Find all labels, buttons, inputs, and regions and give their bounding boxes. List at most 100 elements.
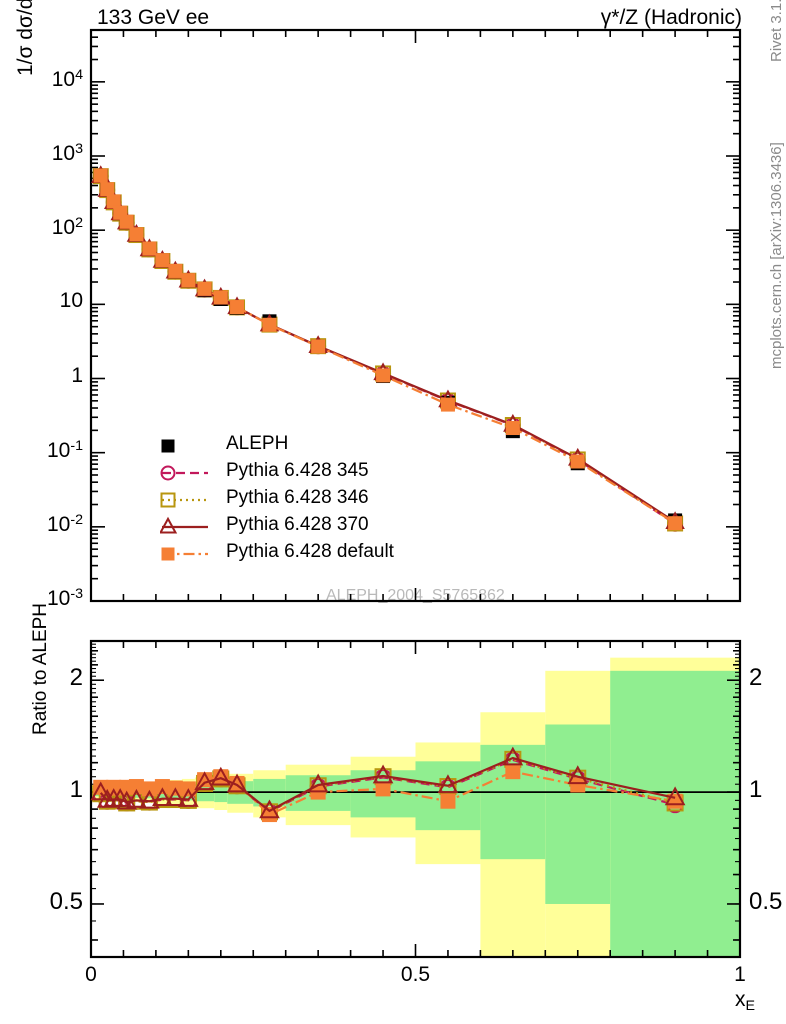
xaxis-label: xE <box>735 988 756 1014</box>
marker-filled-square <box>106 194 121 209</box>
marker-filled-square <box>311 339 326 354</box>
marker-open-triangle <box>567 765 589 785</box>
marker-open-triangle <box>103 191 124 210</box>
marker-filled-square <box>667 793 683 809</box>
marker-open-triangle <box>503 413 523 432</box>
marker-filled-square <box>570 456 585 471</box>
marker-open-square <box>504 417 521 434</box>
marker-filled-square <box>668 513 683 528</box>
legend-label: Pythia 6.428 345 <box>226 460 369 481</box>
band-outer <box>142 781 156 803</box>
marker-open-triangle <box>90 165 111 184</box>
marker-open-square <box>569 451 586 468</box>
marker-open-square <box>98 792 116 810</box>
marker-filled-square <box>93 168 108 183</box>
marker-open-square <box>179 791 197 809</box>
marker-open-square <box>112 205 129 222</box>
ratio-ytick-marks <box>91 643 740 941</box>
band-inner <box>142 786 156 799</box>
marker-open-triangle <box>502 746 524 766</box>
marker-filled-square <box>161 439 175 453</box>
marker-open-square <box>141 241 158 258</box>
marker-filled-square <box>154 779 170 795</box>
marker-open-circle <box>229 299 246 316</box>
band-outer <box>610 657 740 957</box>
marker-open-triangle <box>307 773 329 793</box>
ratio-ytick-left-2: 0.5 <box>49 887 83 915</box>
marker-open-circle <box>111 791 129 809</box>
marker-open-triangle <box>373 362 393 381</box>
band-inner <box>168 784 182 800</box>
band-outer <box>123 783 130 802</box>
marker-open-square <box>153 791 171 809</box>
marker-open-square <box>127 792 145 810</box>
marker-filled-square <box>213 769 229 785</box>
band-outer <box>350 756 416 838</box>
marker-filled-square <box>213 292 228 307</box>
marker-filled-square <box>106 779 122 795</box>
marker-open-circle <box>180 272 197 289</box>
marker-open-circle <box>375 365 392 382</box>
marker-open-triangle <box>139 238 160 257</box>
marker-filled-square <box>570 777 586 793</box>
band-outer <box>253 770 286 818</box>
marker-open-circle <box>127 792 145 810</box>
marker-open-circle <box>196 281 213 298</box>
marker-open-triangle <box>160 516 178 534</box>
marker-open-square <box>212 770 230 788</box>
marker-open-square <box>309 777 327 795</box>
marker-open-triangle <box>96 788 118 808</box>
band-outer <box>545 670 611 957</box>
marker-open-square <box>166 791 184 809</box>
marker-open-circle <box>112 205 129 222</box>
marker-open-circle <box>179 791 197 809</box>
marker-filled-square <box>197 283 212 298</box>
marker-filled-square <box>168 263 183 278</box>
marker-filled-square <box>230 300 245 315</box>
legend-label: Pythia 6.428 default <box>226 541 394 562</box>
analysis-watermark: ALEPH_2004_S5765862 <box>326 587 505 604</box>
legend-swatch <box>160 516 208 534</box>
marker-filled-square <box>311 339 326 354</box>
band-inner <box>110 787 117 797</box>
marker-open-triangle <box>178 269 199 288</box>
ratio-panel-frame <box>89 639 742 959</box>
marker-filled-square <box>119 215 134 230</box>
main-ytick-0: 104 <box>51 66 83 91</box>
band-inner <box>253 778 286 807</box>
marker-open-triangle <box>165 260 186 279</box>
marker-open-square <box>667 515 684 532</box>
marker-filled-square <box>129 227 144 242</box>
marker-open-circle <box>141 241 158 258</box>
marker-open-triangle <box>109 788 131 807</box>
legend-swatch <box>160 465 208 481</box>
marker-open-square <box>261 316 278 333</box>
marker-filled-square <box>112 780 128 796</box>
marker-open-circle <box>261 316 278 333</box>
marker-filled-square <box>155 253 170 268</box>
marker-open-square <box>118 214 135 231</box>
marker-filled-square <box>141 781 157 797</box>
marker-filled-square <box>440 793 456 809</box>
main-ytick-5: 10-1 <box>46 437 83 462</box>
marker-filled-square <box>505 764 521 780</box>
marker-filled-square <box>106 194 121 209</box>
marker-open-square <box>92 785 110 803</box>
marker-open-circle <box>212 770 230 788</box>
marker-filled-square <box>93 168 108 183</box>
xtick-0: 0 <box>85 963 97 986</box>
marker-open-square <box>105 791 123 809</box>
band-outer <box>227 773 254 813</box>
band-outer <box>155 780 169 805</box>
band-outer <box>415 742 481 865</box>
marker-open-triangle <box>227 296 247 315</box>
band-inner <box>123 787 130 798</box>
marker-open-square <box>260 803 278 821</box>
marker-open-circle <box>569 451 586 468</box>
band-inner <box>103 788 111 797</box>
marker-open-square <box>196 774 214 792</box>
marker-open-triangle <box>259 799 280 819</box>
marker-filled-square <box>142 241 157 256</box>
marker-open-triangle <box>226 773 248 793</box>
marker-filled-square <box>570 454 585 469</box>
